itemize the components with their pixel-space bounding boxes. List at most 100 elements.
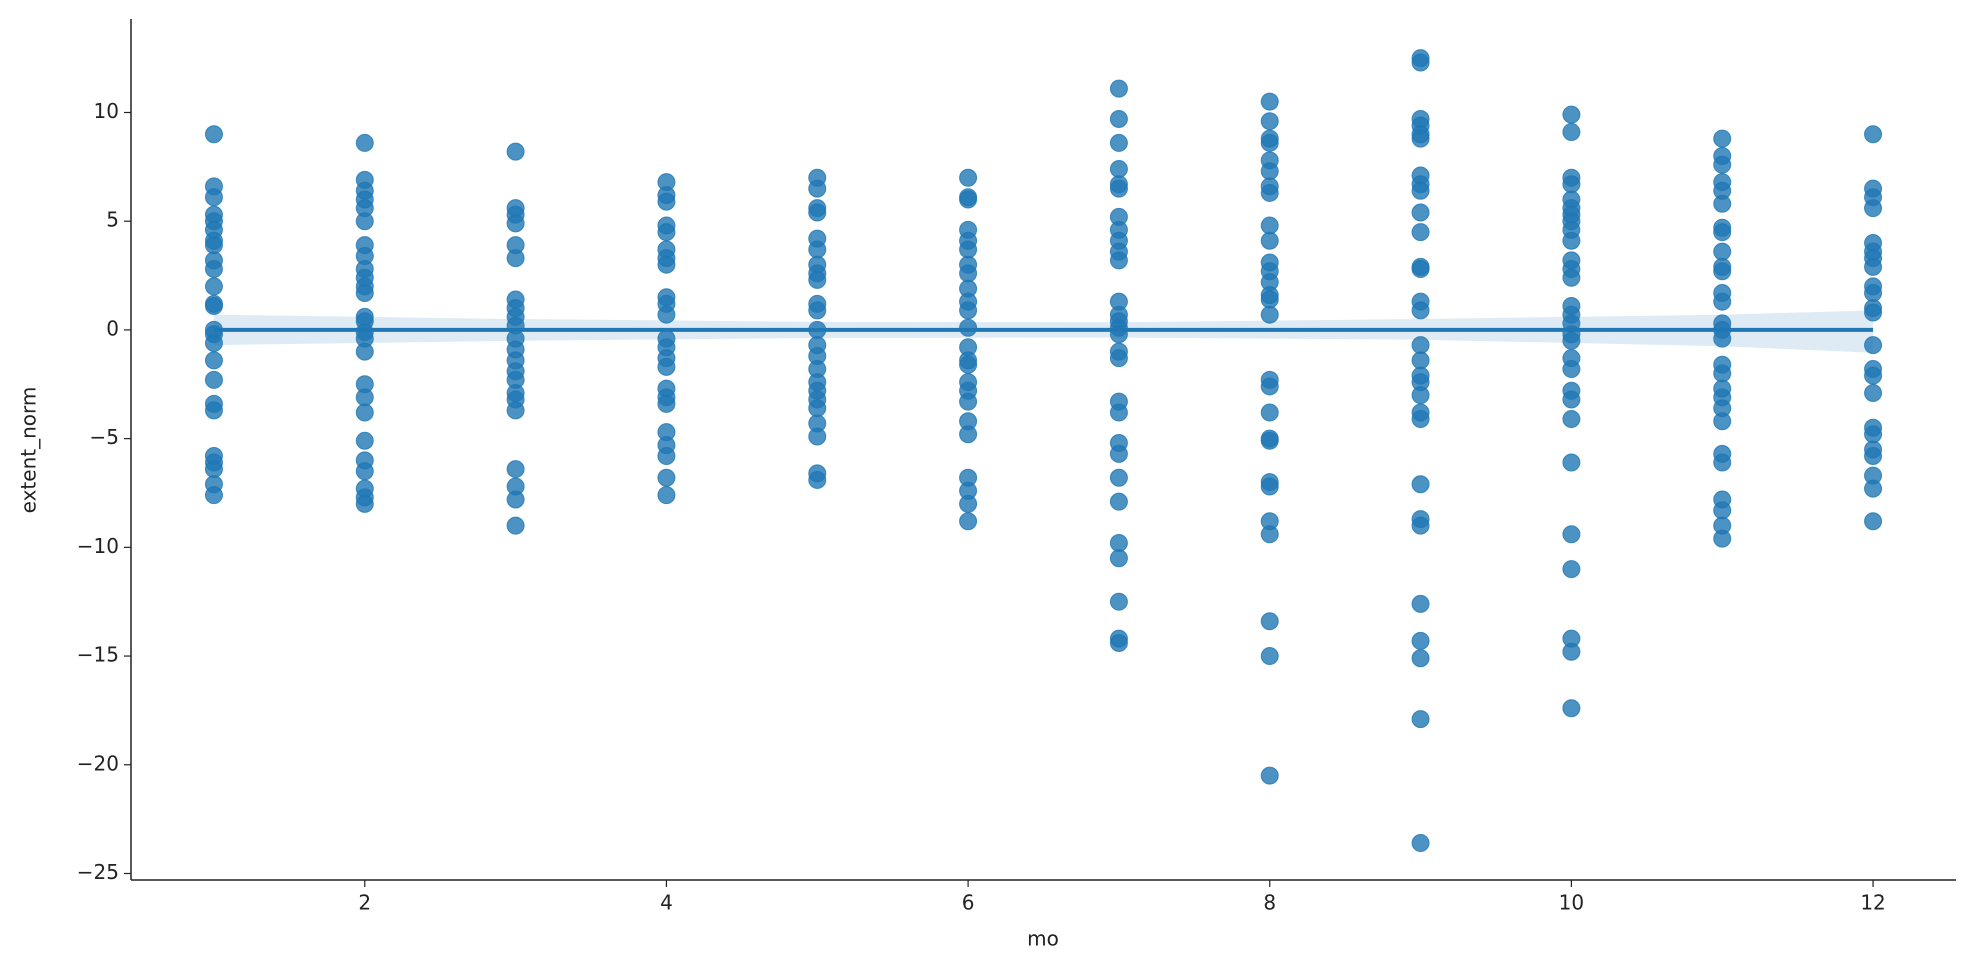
y-tick-label: 0 <box>106 316 119 340</box>
data-point <box>1411 129 1430 148</box>
data-point <box>1713 155 1732 174</box>
data-point <box>1260 525 1279 544</box>
data-point <box>1713 129 1732 148</box>
data-point <box>959 301 978 320</box>
data-point <box>355 403 374 422</box>
data-point <box>506 490 525 509</box>
data-point <box>1109 533 1128 552</box>
data-point <box>808 203 827 222</box>
data-point <box>1864 336 1883 355</box>
data-point <box>1411 181 1430 200</box>
data-point <box>204 401 223 420</box>
data-point <box>959 318 978 337</box>
data-point <box>1864 425 1883 444</box>
data-point <box>1562 231 1581 250</box>
data-point <box>1562 123 1581 142</box>
data-point <box>1713 292 1732 311</box>
data-point <box>808 470 827 489</box>
data-point <box>355 388 374 407</box>
data-point <box>1109 79 1128 98</box>
data-point <box>1562 453 1581 472</box>
data-point <box>355 431 374 450</box>
data-point <box>959 392 978 411</box>
data-point <box>1562 560 1581 579</box>
data-point <box>1109 251 1128 270</box>
data-point <box>1109 110 1128 129</box>
data-point <box>1713 262 1732 281</box>
data-point <box>1260 92 1279 111</box>
data-point <box>1562 525 1581 544</box>
data-point <box>204 370 223 389</box>
x-tick-label: 4 <box>660 891 673 915</box>
data-point <box>1713 329 1732 348</box>
data-point <box>1411 53 1430 72</box>
data-point <box>506 142 525 161</box>
data-point <box>1109 179 1128 198</box>
data-point <box>1562 175 1581 194</box>
data-point <box>1864 303 1883 322</box>
y-tick-label: −15 <box>77 643 119 667</box>
data-point <box>1864 257 1883 276</box>
x-tick-label: 6 <box>962 891 975 915</box>
data-point <box>204 260 223 279</box>
y-tick-label: 5 <box>106 208 119 232</box>
data-point <box>204 333 223 352</box>
data-point <box>204 460 223 479</box>
data-point <box>1864 366 1883 385</box>
data-point <box>1864 383 1883 402</box>
data-point <box>204 297 223 315</box>
data-point <box>355 283 374 302</box>
x-tick-label: 2 <box>358 891 371 915</box>
data-point <box>959 190 978 209</box>
data-point <box>506 516 525 535</box>
data-point <box>1411 223 1430 242</box>
data-point <box>1411 410 1430 429</box>
data-point <box>506 460 525 479</box>
data-point <box>1109 468 1128 487</box>
data-point <box>1260 403 1279 422</box>
data-point <box>808 240 827 259</box>
data-point <box>959 240 978 259</box>
data-point <box>657 255 676 274</box>
data-point <box>1562 105 1581 124</box>
data-point <box>1713 501 1732 520</box>
data-point <box>1260 477 1279 496</box>
data-point <box>355 342 374 361</box>
data-point <box>1411 203 1430 222</box>
data-point <box>1411 386 1430 405</box>
data-point <box>1260 377 1279 396</box>
data-point <box>1411 631 1430 650</box>
data-point <box>1864 447 1883 466</box>
data-point <box>355 212 374 231</box>
data-point <box>1109 133 1128 152</box>
x-axis-label: mo <box>1027 927 1059 951</box>
x-tick-label: 8 <box>1263 891 1276 915</box>
data-point <box>1713 194 1732 213</box>
data-point <box>1411 834 1430 853</box>
data-point <box>1411 475 1430 494</box>
data-point <box>657 192 676 211</box>
data-point <box>506 214 525 233</box>
data-point <box>1713 242 1732 261</box>
data-point <box>1109 549 1128 568</box>
data-point <box>1109 444 1128 463</box>
data-point <box>1411 351 1430 370</box>
y-tick-label: −5 <box>90 425 119 449</box>
data-point <box>1562 410 1581 429</box>
data-point <box>1109 160 1128 179</box>
data-point <box>204 188 223 207</box>
data-point <box>657 305 676 324</box>
data-point <box>657 447 676 466</box>
data-point <box>657 394 676 413</box>
data-point <box>959 264 978 283</box>
data-point <box>1260 766 1279 785</box>
y-tick-label: −25 <box>77 860 119 884</box>
data-point <box>1411 336 1430 355</box>
data-point <box>204 351 223 370</box>
data-point <box>355 462 374 481</box>
data-point <box>1411 301 1430 320</box>
data-point <box>355 133 374 152</box>
data-point <box>1864 199 1883 218</box>
data-point <box>1411 649 1430 668</box>
